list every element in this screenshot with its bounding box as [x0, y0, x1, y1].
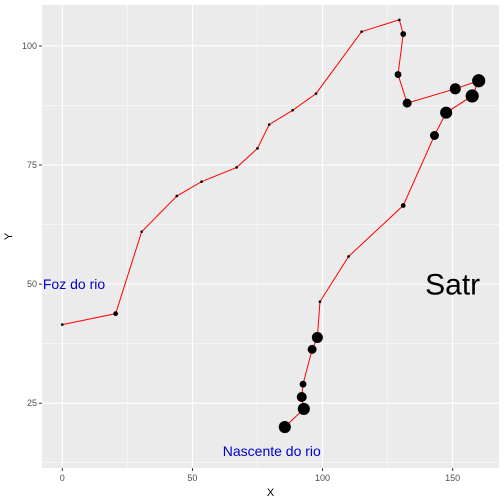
data-point: [311, 331, 323, 344]
data-point: [465, 89, 479, 103]
data-point: [429, 131, 439, 140]
data-point: [397, 18, 401, 22]
x-axis-ticks: 0 50 100 150: [60, 468, 460, 483]
x-axis-title: X: [267, 487, 275, 499]
data-point: [113, 311, 119, 317]
x-tick-label: 150: [445, 473, 460, 483]
data-point: [472, 74, 486, 88]
data-point: [314, 92, 318, 95]
data-point: [347, 255, 350, 258]
data-point: [394, 71, 402, 78]
y-tick-label: 50: [27, 279, 37, 289]
data-point: [318, 300, 322, 304]
x-tick-label: 50: [187, 473, 197, 483]
data-point: [256, 147, 259, 150]
data-point: [200, 180, 203, 184]
data-point: [402, 98, 412, 108]
data-point: [297, 402, 310, 415]
data-point: [400, 31, 407, 37]
annotation-label: Foz do rio: [43, 276, 105, 292]
annotation-label: Nascente do rio: [223, 443, 321, 459]
x-tick-label: 0: [60, 473, 65, 483]
plot-panel: [42, 5, 499, 468]
y-axis-title: Y: [3, 232, 15, 240]
y-tick-label: 25: [27, 398, 37, 408]
data-point: [235, 166, 238, 169]
grid-minor: [42, 5, 499, 468]
data-point: [296, 392, 307, 403]
grid-major: [42, 5, 499, 468]
data-point: [291, 108, 294, 112]
data-point: [267, 123, 271, 126]
data-point: [440, 106, 453, 119]
x-tick-label: 100: [315, 473, 330, 483]
data-points: [60, 18, 486, 434]
data-point: [175, 194, 179, 198]
y-tick-label: 75: [27, 160, 37, 170]
data-point: [449, 83, 461, 95]
data-point: [360, 30, 363, 33]
data-point: [140, 230, 144, 234]
data-point: [400, 203, 406, 208]
annotations: Foz do rio Nascente do rio Satr: [43, 269, 480, 459]
annotation-label: Satr: [425, 269, 480, 302]
data-point: [299, 380, 307, 388]
y-axis-ticks: 25 50 75 100: [22, 41, 42, 408]
y-tick-label: 100: [22, 41, 37, 51]
data-point: [307, 344, 317, 354]
data-point: [278, 420, 291, 434]
data-point: [60, 323, 64, 326]
